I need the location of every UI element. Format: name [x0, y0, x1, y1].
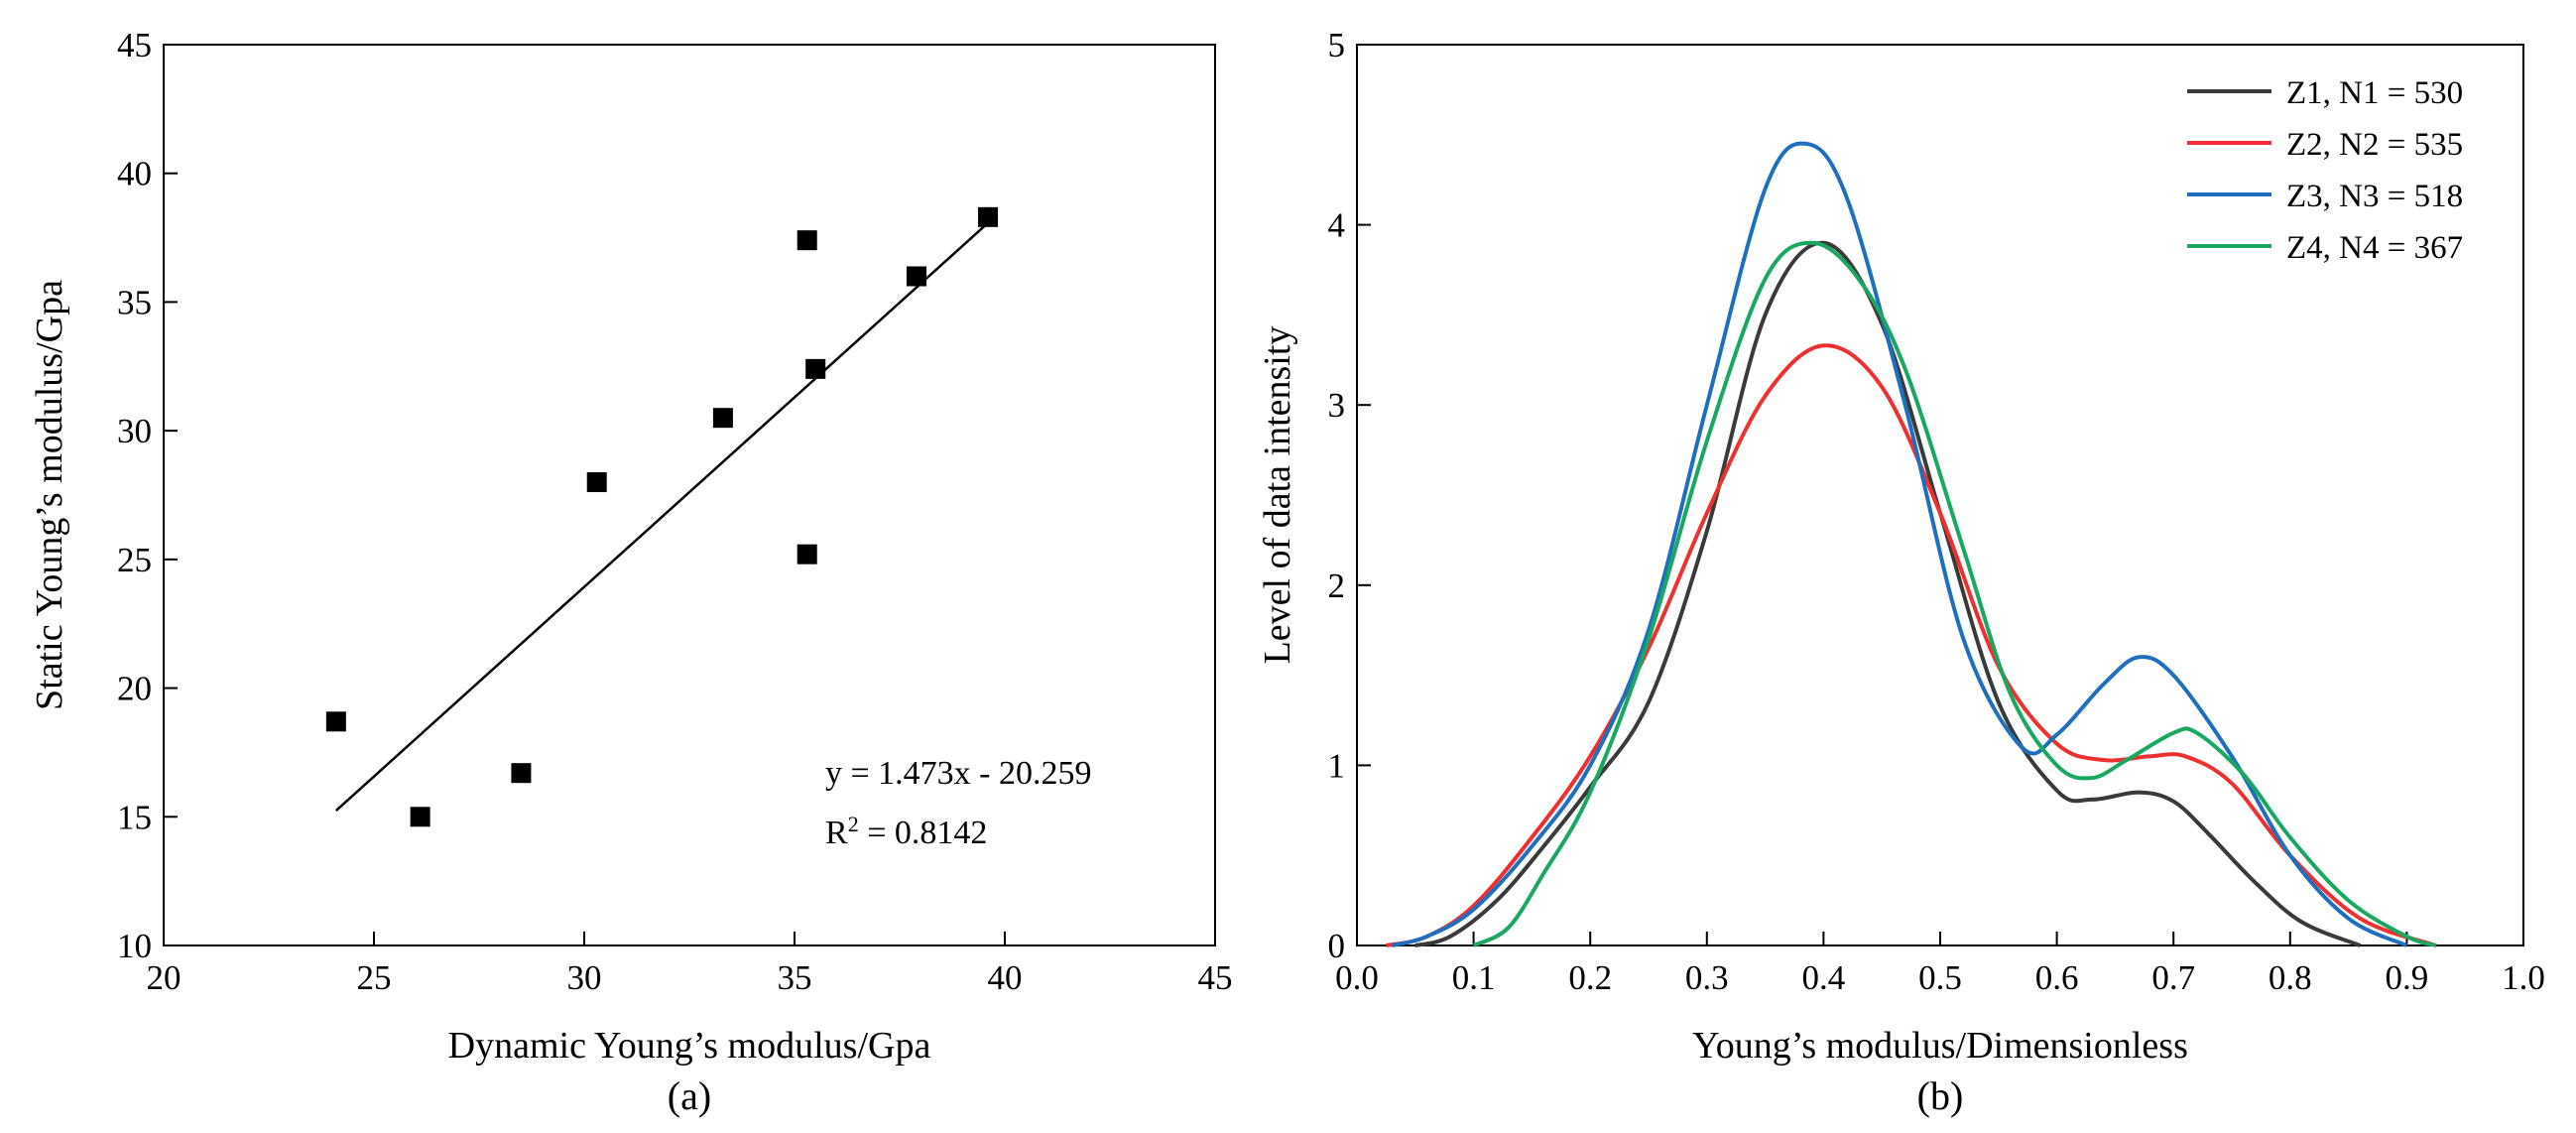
panel-a-x-ticks: 20 25 30 35 40 45 — [147, 932, 1233, 997]
panel-b-x-tick-label: 1.0 — [2502, 958, 2545, 997]
panel-a-fit-line — [335, 221, 989, 812]
panel-b-x-tick-label: 0.2 — [1568, 958, 1612, 997]
panel-a-y-ticks: 10 15 20 25 30 35 40 45 — [117, 26, 178, 965]
legend-label-z3: Z3, N3 = 518 — [2286, 179, 2463, 214]
panel-a-y-tick-label: 40 — [117, 155, 152, 193]
panel-a-equation: y = 1.473x - 20.259 — [825, 755, 1092, 792]
panel-a-data-point — [906, 266, 926, 287]
panel-b-x-tick-label: 0.8 — [2269, 958, 2312, 997]
series-line-z1 — [1414, 240, 2362, 947]
panel-a-y-tick-label: 45 — [117, 26, 152, 64]
panel-b-label: (b) — [1917, 1073, 1964, 1118]
panel-b-x-ticks: 0.0 0.1 0.2 0.3 0.4 0.5 0.6 0.7 0.8 0.9 1.0 — [1335, 932, 2545, 997]
panel-b-x-tick-label: 0.7 — [2151, 958, 2195, 997]
legend-label-z4: Z4, N4 = 367 — [2286, 230, 2463, 266]
panel-a-y-tick-label: 35 — [117, 283, 152, 321]
series-line-z3 — [1391, 141, 2408, 947]
panel-a-points — [325, 206, 999, 827]
panel-a-y-tick-label: 10 — [117, 927, 152, 965]
panel-b-series — [1385, 141, 2437, 947]
panel-a-y-tick-label: 15 — [117, 798, 152, 836]
panel-b-y-ticks: 0 1 2 3 4 5 — [1328, 26, 1371, 965]
panel-a-scatter-chart: 10 15 20 25 30 35 40 45 20 25 30 35 40 45 y = 1.473x… — [29, 26, 1233, 1118]
panel-a-x-tick-label: 25 — [357, 958, 392, 997]
panel-b-x-axis-label: Young’s modulus/Dimensionless — [1692, 1025, 2188, 1067]
panel-a-data-point — [712, 408, 733, 429]
panel-b-y-tick-label: 2 — [1328, 566, 1346, 605]
panel-a-data-point — [805, 358, 826, 379]
panel-b-x-tick-label: 0.1 — [1452, 958, 1496, 997]
panel-a-data-point — [511, 763, 532, 784]
panel-a-y-tick-label: 25 — [117, 541, 152, 579]
panel-a-x-tick-label: 40 — [988, 958, 1023, 997]
panel-a-x-axis-label: Dynamic Young’s modulus/Gpa — [448, 1025, 931, 1067]
legend-label-z2: Z2, N2 = 535 — [2286, 127, 2463, 163]
series-line-z4 — [1472, 240, 2437, 947]
r2-prefix: R — [825, 815, 848, 851]
r2-superscript: 2 — [848, 812, 859, 836]
panel-b-x-tick-label: 0.6 — [2035, 958, 2079, 997]
panel-a-data-point — [797, 230, 817, 251]
panel-b-legend: Z1, N1 = 530 Z2, N2 = 535 Z3, N3 = 518 Z… — [2187, 75, 2463, 266]
panel-b-y-axis-label: Level of data intensity — [1257, 326, 1298, 665]
panel-b-y-tick-label: 1 — [1328, 746, 1346, 785]
panel-b-density-chart: 0 1 2 3 4 5 0.0 0.1 0.2 0.3 0.4 0.5 0.6 0.7 0.8 0.9 1.0… — [1257, 26, 2545, 1118]
panel-a-data-point — [325, 711, 346, 732]
panel-a-x-tick-label: 30 — [567, 958, 602, 997]
panel-b-y-tick-label: 5 — [1328, 26, 1346, 64]
panel-b-y-tick-label: 3 — [1328, 386, 1346, 425]
panel-b-y-tick-label: 0 — [1328, 927, 1346, 965]
panel-a-data-point — [978, 206, 999, 227]
panel-a-x-tick-label: 20 — [147, 958, 182, 997]
panel-a-r-squared: R2 = 0.8142 — [825, 812, 987, 852]
series-line-z2 — [1385, 343, 2437, 947]
panel-b-x-tick-label: 0.5 — [1918, 958, 1962, 997]
panel-b-x-tick-label: 0.3 — [1685, 958, 1729, 997]
panel-a-plot-frame — [163, 44, 1216, 946]
r2-value: = 0.8142 — [859, 815, 988, 851]
panel-a-x-tick-label: 45 — [1198, 958, 1233, 997]
panel-a-label: (a) — [668, 1073, 711, 1118]
panel-b-x-tick-label: 0.0 — [1335, 958, 1379, 997]
panel-b-x-tick-label: 0.9 — [2386, 958, 2429, 997]
panel-a-y-tick-label: 20 — [117, 670, 152, 708]
panel-a-y-axis-label: Static Young’s modulus/Gpa — [29, 280, 70, 710]
legend-label-z1: Z1, N1 = 530 — [2286, 75, 2463, 111]
panel-b-y-tick-label: 4 — [1328, 206, 1346, 245]
panel-a-data-point — [586, 472, 607, 493]
panel-a-data-point — [410, 807, 430, 827]
panel-a-y-tick-label: 30 — [117, 412, 152, 450]
panel-a-x-tick-label: 35 — [778, 958, 812, 997]
panel-a-data-point — [797, 544, 817, 565]
panel-b-x-tick-label: 0.4 — [1802, 958, 1846, 997]
